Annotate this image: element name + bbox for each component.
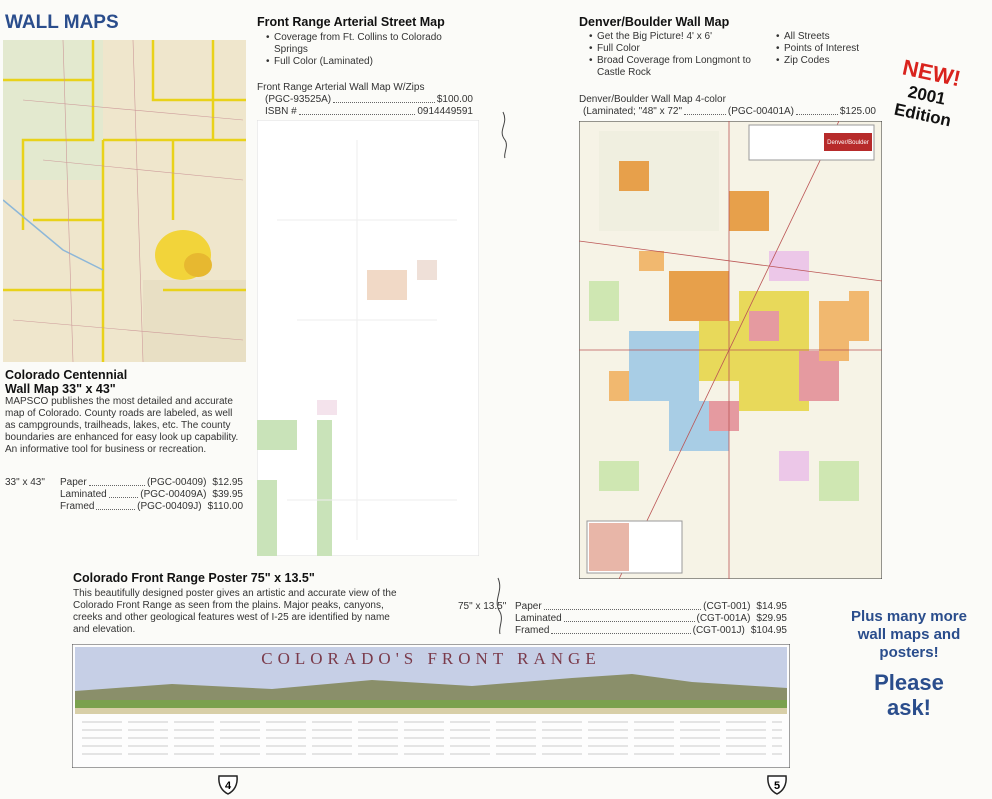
promo-line: Plus many more wall maps and posters! xyxy=(851,608,967,661)
product-name: Denver/Boulder Wall Map 4-color xyxy=(579,94,726,105)
code: (PGC-00409) xyxy=(146,477,207,488)
size: 33" x 43" xyxy=(5,477,45,488)
product-title: Colorado Centennial Wall Map 33" x 43" xyxy=(5,368,127,396)
page-number-badge: 5 xyxy=(767,775,787,795)
product-title: Denver/Boulder Wall Map xyxy=(579,15,730,29)
product-title: Front Range Arterial Street Map xyxy=(257,15,445,29)
page-number: 4 xyxy=(225,780,232,792)
bullet: Broad Coverage from Longmont to Castle R… xyxy=(589,55,772,79)
arterial-map xyxy=(257,120,479,556)
price: $39.95 xyxy=(212,489,243,500)
description: MAPSCO publishes the most detailed and a… xyxy=(5,396,239,455)
isbn-row: ISBN # 0914449591 xyxy=(265,106,473,118)
label: Framed xyxy=(515,625,550,636)
colorado-map xyxy=(3,40,246,362)
bullet: Coverage from Ft. Collins to Colorado Sp… xyxy=(266,32,454,56)
price-row: Framed (CGT-001J) $104.95 xyxy=(515,625,787,637)
bullet-list: Coverage from Ft. Collins to Colorado Sp… xyxy=(262,32,454,68)
label: Paper xyxy=(60,477,87,488)
bullet: Full Color xyxy=(589,43,772,55)
leader xyxy=(551,625,691,634)
promo-ask: Please ask! xyxy=(874,670,944,720)
bullet-list: All StreetsPoints of InterestZip Codes xyxy=(772,31,894,67)
denver-map: Denver/Boulder xyxy=(579,121,882,579)
section-title: WALL MAPS xyxy=(5,12,119,33)
description: This beautifully designed poster gives a… xyxy=(73,588,397,635)
label: Framed xyxy=(60,501,95,512)
code: (CGT-001A) xyxy=(696,613,751,624)
label: Laminated xyxy=(515,613,562,624)
bullet: Full Color (Laminated) xyxy=(266,56,454,68)
page-number: 5 xyxy=(774,780,780,792)
leader xyxy=(563,613,695,622)
price-row: (Laminated; "48" x 72" (PGC-00401A) $125.0… xyxy=(583,106,876,118)
product-name: Front Range Arterial Wall Map W/Zips xyxy=(257,82,425,93)
bullet: Points of Interest xyxy=(776,43,894,55)
isbn: 0914449591 xyxy=(417,106,473,117)
divider-mark xyxy=(496,577,502,635)
bullet: Get the Big Picture! 4' x 6' xyxy=(589,31,772,43)
bullet: Zip Codes xyxy=(776,55,894,67)
code: (PGC-00409J) xyxy=(137,501,202,512)
product-title: Colorado Front Range Poster 75" x 13.5" xyxy=(73,571,315,585)
leader xyxy=(108,489,139,498)
bullet-list: Get the Big Picture! 4' x 6'Full ColorBr… xyxy=(585,31,772,79)
price-row: Paper (PGC-00409) $12.95 xyxy=(60,477,243,489)
map-brand: Denver/Boulder xyxy=(827,140,869,146)
leader xyxy=(543,601,702,610)
code: (CGT-001J) xyxy=(692,625,745,636)
poster-image: COLORADO'S FRONT RANGE xyxy=(72,644,790,768)
size: 75" x 13.5" xyxy=(458,601,507,612)
title-line: Colorado Centennial xyxy=(5,368,128,382)
new-badge: NEW! 2001 Edition xyxy=(892,55,962,132)
spec: (Laminated; "48" x 72" xyxy=(583,106,683,117)
price-row: Laminated (PGC-00409A) $39.95 xyxy=(60,489,243,501)
price-row: Framed (PGC-00409J) $110.00 xyxy=(60,501,243,513)
price-row: (PGC-93525A) $100.00 xyxy=(265,94,473,106)
price: $125.00 xyxy=(839,106,876,117)
leader xyxy=(96,501,136,510)
price-row: Paper (CGT-001) $14.95 xyxy=(515,601,787,613)
price: $100.00 xyxy=(436,94,473,105)
page-number-badge: 4 xyxy=(218,775,238,795)
price-list: (PGC-93525A) $100.00 ISBN # 0914449591 xyxy=(265,94,473,118)
isbn-label: ISBN # xyxy=(265,106,297,117)
code: (PGC-93525A) xyxy=(265,94,332,105)
code: (PGC-00409A) xyxy=(140,489,207,500)
price-row: Laminated (CGT-001A) $29.95 xyxy=(515,613,787,625)
bullet: All Streets xyxy=(776,31,894,43)
poster-banner: COLORADO'S FRONT RANGE xyxy=(261,649,600,668)
price: $104.95 xyxy=(750,625,787,636)
price: $110.00 xyxy=(207,501,243,512)
divider-mark xyxy=(501,111,507,159)
label: Paper xyxy=(515,601,542,612)
title-line: Wall Map 33" x 43" xyxy=(5,382,116,396)
leader xyxy=(88,477,145,486)
code: (PGC-00401A) xyxy=(727,106,795,117)
price: $14.95 xyxy=(756,601,787,612)
promo: Plus many more wall maps and posters! Pl… xyxy=(850,608,968,720)
price: $12.95 xyxy=(212,477,243,488)
label: Laminated xyxy=(60,489,107,500)
price-list: Paper (PGC-00409) $12.95 Laminated (PGC-0040… xyxy=(60,477,243,513)
price: $29.95 xyxy=(756,613,787,624)
code: (CGT-001) xyxy=(703,601,751,612)
price-list: Paper (CGT-001) $14.95 Laminated (CGT-001A) $… xyxy=(515,601,787,637)
